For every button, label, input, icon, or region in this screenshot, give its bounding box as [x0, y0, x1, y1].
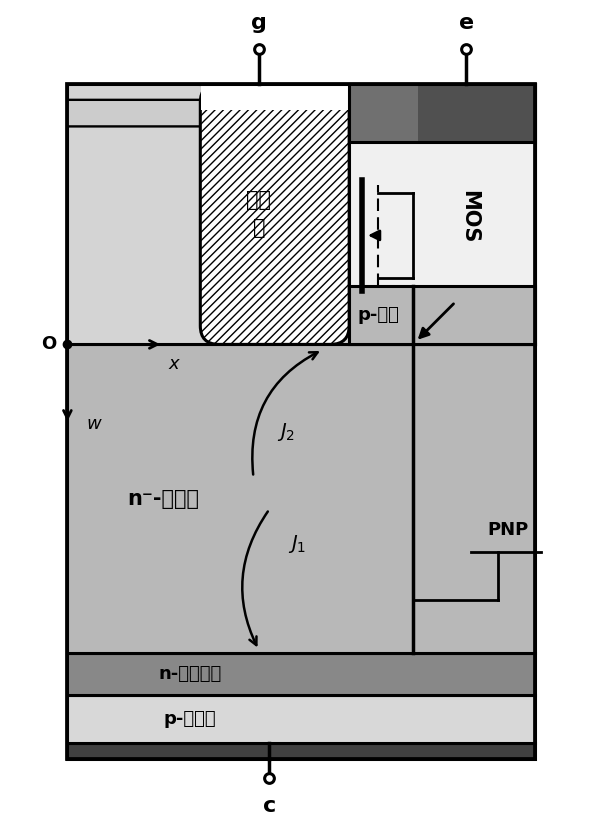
Polygon shape — [67, 100, 275, 127]
Bar — [349, 286, 535, 344]
Bar — [419, 84, 535, 142]
Bar — [67, 743, 535, 759]
Text: $J_1$: $J_1$ — [288, 533, 306, 555]
Text: PNP: PNP — [487, 522, 529, 539]
Text: $J_2$: $J_2$ — [278, 421, 295, 443]
Text: g: g — [251, 13, 267, 33]
Bar — [201, 81, 349, 111]
Text: e: e — [459, 13, 474, 33]
Bar — [67, 84, 535, 344]
Text: MOS: MOS — [459, 190, 479, 243]
FancyBboxPatch shape — [200, 84, 349, 344]
FancyArrowPatch shape — [252, 352, 318, 475]
Text: 沟槽
栅: 沟槽 栅 — [246, 190, 271, 238]
Text: n⁻-漂移区: n⁻-漂移区 — [127, 489, 199, 509]
Bar — [349, 84, 419, 142]
Bar — [67, 696, 535, 743]
Text: p-发射层: p-发射层 — [163, 710, 216, 729]
Text: x: x — [168, 355, 179, 373]
Text: O: O — [41, 336, 56, 353]
Text: n-场截止层: n-场截止层 — [158, 665, 221, 683]
Bar — [349, 84, 535, 344]
Bar — [349, 84, 535, 142]
FancyArrowPatch shape — [242, 511, 268, 645]
Bar — [67, 344, 535, 653]
Text: w: w — [86, 415, 101, 433]
Text: c: c — [263, 796, 276, 816]
Bar — [67, 653, 535, 696]
Text: p-基区: p-基区 — [357, 306, 399, 324]
Bar — [67, 84, 535, 759]
